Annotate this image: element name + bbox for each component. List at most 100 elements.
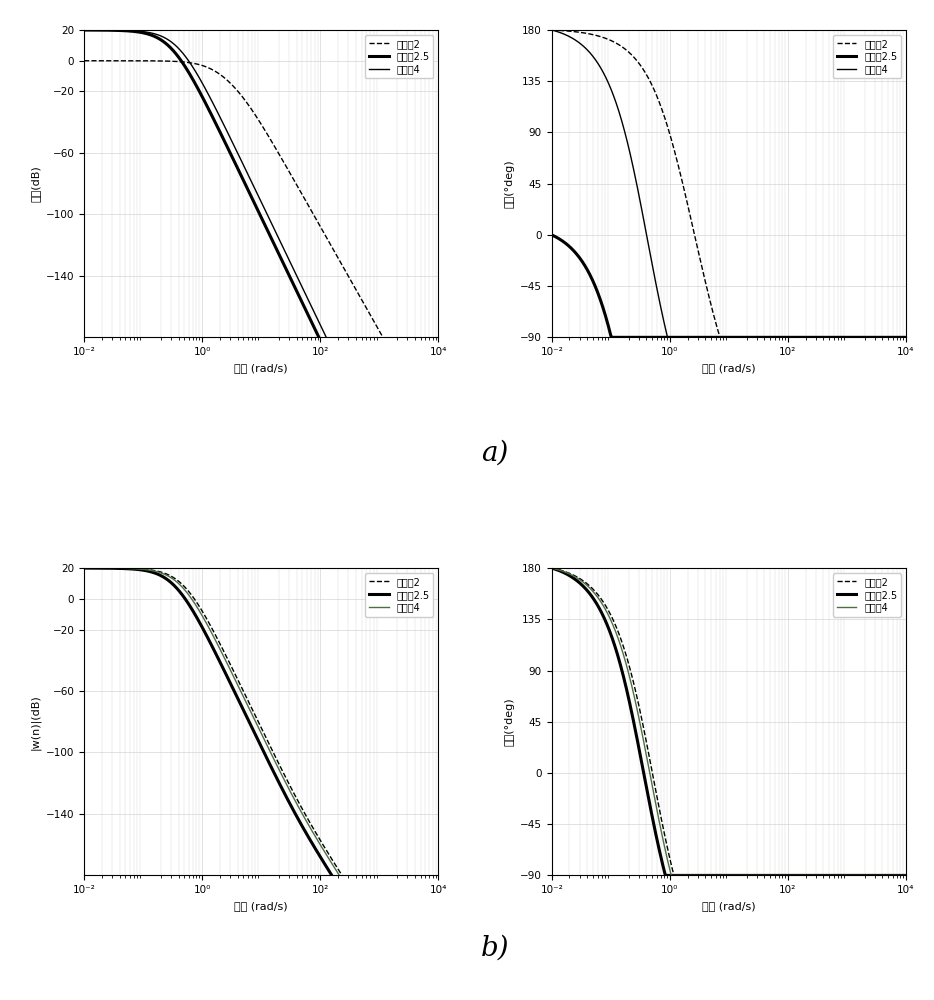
马赫数2.5 <box>214 126 225 138</box>
马赫数2.5 <box>900 869 912 881</box>
马赫数2.5 <box>856 869 867 881</box>
马赫数4 <box>230 142 241 154</box>
Line: 马赫数4: 马赫数4 <box>84 568 438 1000</box>
Line: 马赫数2.5: 马赫数2.5 <box>552 568 906 875</box>
马赫数4 <box>140 26 151 38</box>
马赫数2 <box>669 869 680 881</box>
马赫数4 <box>856 869 867 881</box>
Line: 马赫数2: 马赫数2 <box>552 30 906 337</box>
马赫数2 <box>682 869 693 881</box>
马赫数2.5 <box>682 869 693 881</box>
Text: b): b) <box>481 935 509 962</box>
Legend: 马赫数2, 马赫数2.5, 马赫数4: 马赫数2, 马赫数2.5, 马赫数4 <box>365 35 433 78</box>
马赫数4 <box>546 562 558 574</box>
马赫数2 <box>119 562 130 574</box>
Legend: 马赫数2, 马赫数2.5, 马赫数4: 马赫数2, 马赫数2.5, 马赫数4 <box>833 35 901 78</box>
马赫数2.5 <box>900 331 912 343</box>
马赫数2 <box>698 869 709 881</box>
马赫数4 <box>856 331 867 343</box>
Line: 马赫数2: 马赫数2 <box>84 568 438 1000</box>
马赫数2.5 <box>119 563 130 575</box>
马赫数4 <box>587 584 598 596</box>
Text: a): a) <box>481 439 509 466</box>
马赫数2.5 <box>546 229 558 241</box>
马赫数2.5 <box>659 869 671 881</box>
马赫数2.5 <box>608 331 619 343</box>
Y-axis label: |w(n)|(dB): |w(n)|(dB) <box>30 694 40 750</box>
马赫数2.5 <box>140 565 151 577</box>
马赫数2.5 <box>119 25 130 37</box>
马赫数2 <box>894 331 905 343</box>
马赫数2 <box>900 869 912 881</box>
马赫数2 <box>214 638 225 650</box>
马赫数4 <box>78 24 90 36</box>
马赫数2 <box>432 429 444 441</box>
马赫数2.5 <box>230 687 241 699</box>
马赫数2 <box>607 614 618 626</box>
马赫数2.5 <box>140 27 151 39</box>
马赫数2 <box>856 869 867 881</box>
马赫数2.5 <box>214 656 225 668</box>
马赫数4 <box>607 619 618 631</box>
马赫数2.5 <box>78 24 90 36</box>
马赫数4 <box>698 869 709 881</box>
马赫数4 <box>607 89 618 101</box>
Line: 马赫数2.5: 马赫数2.5 <box>84 30 438 586</box>
Line: 马赫数2.5: 马赫数2.5 <box>84 568 438 1000</box>
马赫数4 <box>119 24 130 36</box>
Line: 马赫数4: 马赫数4 <box>552 30 906 337</box>
马赫数2.5 <box>388 486 399 498</box>
马赫数2 <box>388 350 399 362</box>
马赫数2.5 <box>607 635 618 647</box>
X-axis label: 频率 (rad/s): 频率 (rad/s) <box>234 901 288 911</box>
马赫数2 <box>230 668 241 680</box>
马赫数2.5 <box>432 580 444 592</box>
马赫数2.5 <box>682 331 693 343</box>
马赫数2 <box>140 55 151 67</box>
X-axis label: 频率 (rad/s): 频率 (rad/s) <box>234 363 288 373</box>
马赫数2 <box>546 562 558 574</box>
马赫数2.5 <box>587 591 598 603</box>
马赫数4 <box>214 111 225 123</box>
马赫数2 <box>607 36 618 48</box>
Line: 马赫数2.5: 马赫数2.5 <box>552 235 906 337</box>
马赫数2.5 <box>698 331 709 343</box>
马赫数2 <box>900 331 912 343</box>
X-axis label: 频率 (rad/s): 频率 (rad/s) <box>702 363 756 373</box>
马赫数4 <box>894 869 905 881</box>
马赫数2 <box>388 950 399 962</box>
Y-axis label: 相位(°deg): 相位(°deg) <box>504 159 515 208</box>
马赫数4 <box>78 562 90 574</box>
马赫数2 <box>698 265 709 277</box>
马赫数2 <box>856 331 867 343</box>
马赫数2 <box>78 562 90 574</box>
马赫数2.5 <box>230 157 241 169</box>
马赫数2 <box>119 55 130 67</box>
马赫数4 <box>140 564 151 576</box>
马赫数2.5 <box>894 331 905 343</box>
马赫数4 <box>426 550 437 562</box>
马赫数4 <box>698 331 709 343</box>
马赫数2 <box>140 563 151 575</box>
马赫数4 <box>662 331 673 343</box>
马赫数4 <box>119 562 130 574</box>
Line: 马赫数4: 马赫数4 <box>552 568 906 875</box>
马赫数4 <box>894 331 905 343</box>
马赫数2.5 <box>426 566 437 578</box>
马赫数2.5 <box>894 869 905 881</box>
马赫数4 <box>214 643 225 655</box>
Line: 马赫数2: 马赫数2 <box>552 568 906 875</box>
Line: 马赫数2: 马赫数2 <box>84 61 438 435</box>
Y-axis label: 幅度(dB): 幅度(dB) <box>30 165 40 202</box>
Legend: 马赫数2, 马赫数2.5, 马赫数4: 马赫数2, 马赫数2.5, 马赫数4 <box>365 573 433 617</box>
X-axis label: 频率 (rad/s): 频率 (rad/s) <box>702 901 756 911</box>
马赫数2.5 <box>587 273 598 285</box>
马赫数4 <box>900 331 912 343</box>
马赫数2.5 <box>856 331 867 343</box>
马赫数2.5 <box>388 966 399 978</box>
马赫数2.5 <box>606 331 617 343</box>
马赫数2 <box>587 28 598 40</box>
马赫数4 <box>682 331 693 343</box>
Y-axis label: 相位(°deg): 相位(°deg) <box>504 697 515 746</box>
马赫数4 <box>587 49 598 61</box>
